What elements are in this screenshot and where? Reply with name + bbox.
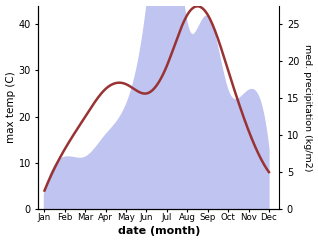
X-axis label: date (month): date (month) <box>118 227 200 236</box>
Y-axis label: max temp (C): max temp (C) <box>5 71 16 143</box>
Y-axis label: med. precipitation (kg/m2): med. precipitation (kg/m2) <box>303 44 313 171</box>
